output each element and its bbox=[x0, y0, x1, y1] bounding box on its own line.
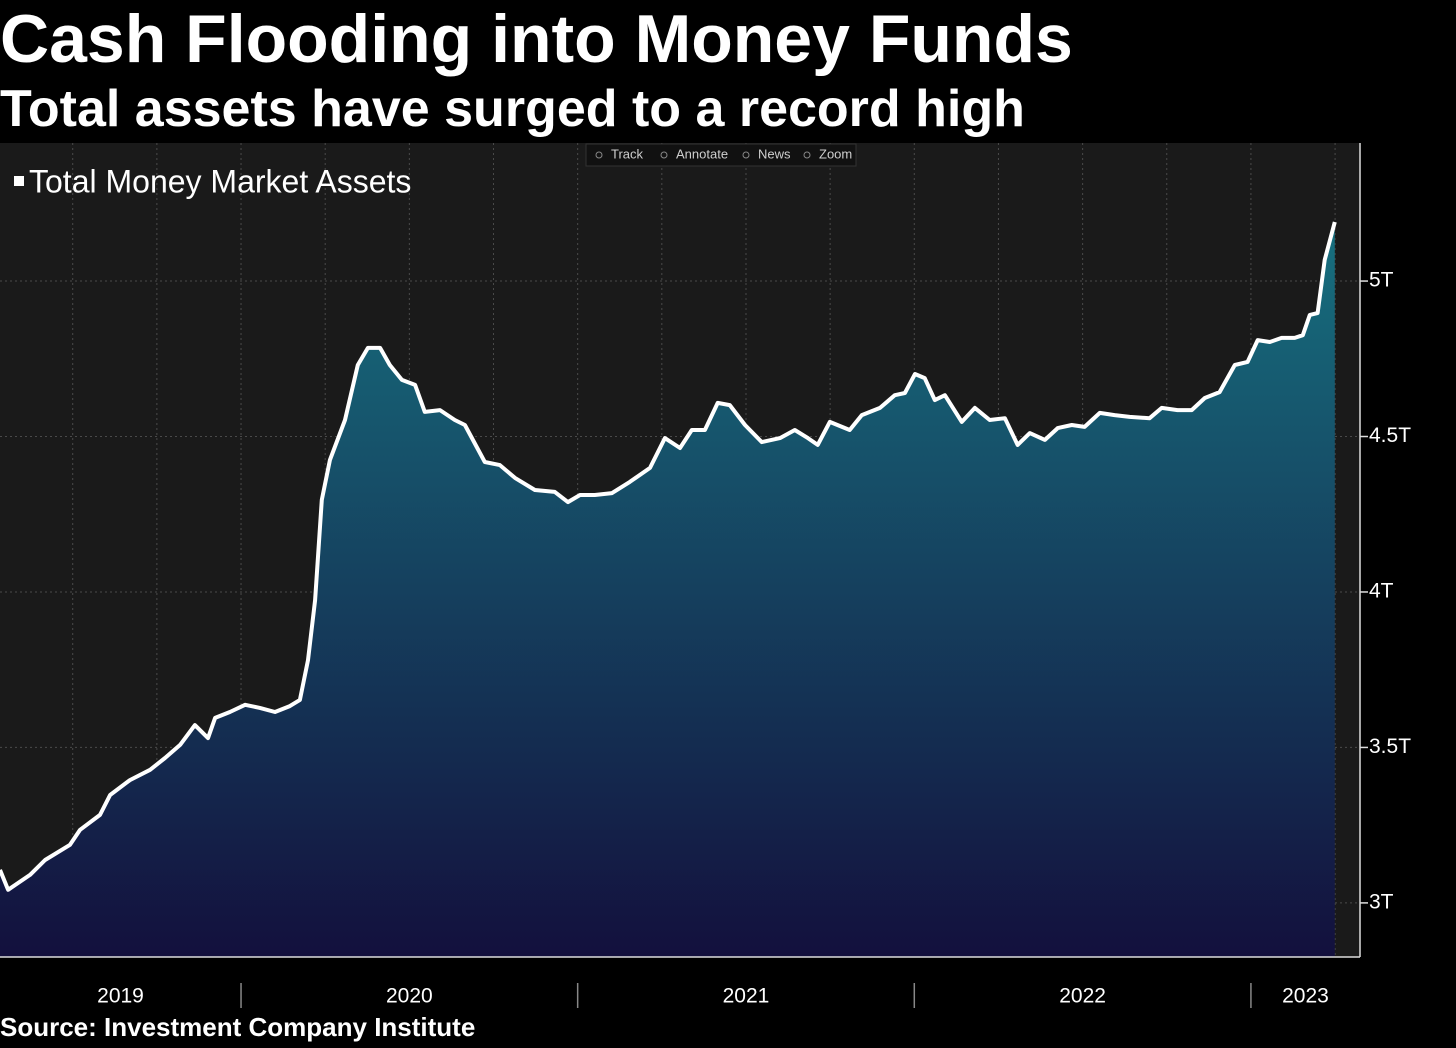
legend-swatch bbox=[14, 176, 24, 186]
y-tick-label: 3T bbox=[1369, 890, 1394, 913]
y-tick-label: 4.5T bbox=[1369, 424, 1411, 447]
x-tick-label: 2023 bbox=[1282, 985, 1329, 1008]
toolbar-buttons: Track Annotate News Zoom bbox=[595, 146, 852, 161]
line bbox=[0, 221, 1337, 892]
toolbar-button[interactable]: News bbox=[758, 146, 791, 161]
toolbar-button[interactable]: Zoom bbox=[819, 146, 852, 161]
toolbar-icon bbox=[660, 151, 668, 159]
toolbar-button[interactable]: Annotate bbox=[676, 146, 728, 161]
axes: 3T 3.5T 4T 4.5T 5T 2019 2020 2021 2022 2023 bbox=[0, 143, 1411, 1008]
marks bbox=[0, 221, 1337, 957]
legend-label: Total Money Market Assets bbox=[29, 163, 411, 199]
x-tick-label: 2022 bbox=[1059, 985, 1106, 1008]
y-tick-label: 4T bbox=[1369, 580, 1394, 603]
y-tick-label: 3.5T bbox=[1369, 735, 1411, 758]
chart-subtitle: Total assets have surged to a record hig… bbox=[0, 80, 1025, 138]
toolbar bbox=[585, 143, 857, 167]
area-fill bbox=[0, 222, 1335, 957]
toolbar-button[interactable]: Track bbox=[611, 146, 644, 161]
y-tick-label: 5T bbox=[1369, 269, 1394, 292]
chart-title: Cash Flooding into Money Funds bbox=[0, 1, 1073, 77]
toolbar-icon bbox=[595, 151, 603, 159]
x-tick-label: 2021 bbox=[723, 985, 770, 1008]
toolbar-icon bbox=[742, 151, 750, 159]
x-tick-label: 2020 bbox=[386, 985, 433, 1008]
source: Source: Investment Company Institute bbox=[0, 1012, 475, 1042]
x-tick-label: 2019 bbox=[97, 985, 144, 1008]
toolbar-icon bbox=[803, 151, 811, 159]
